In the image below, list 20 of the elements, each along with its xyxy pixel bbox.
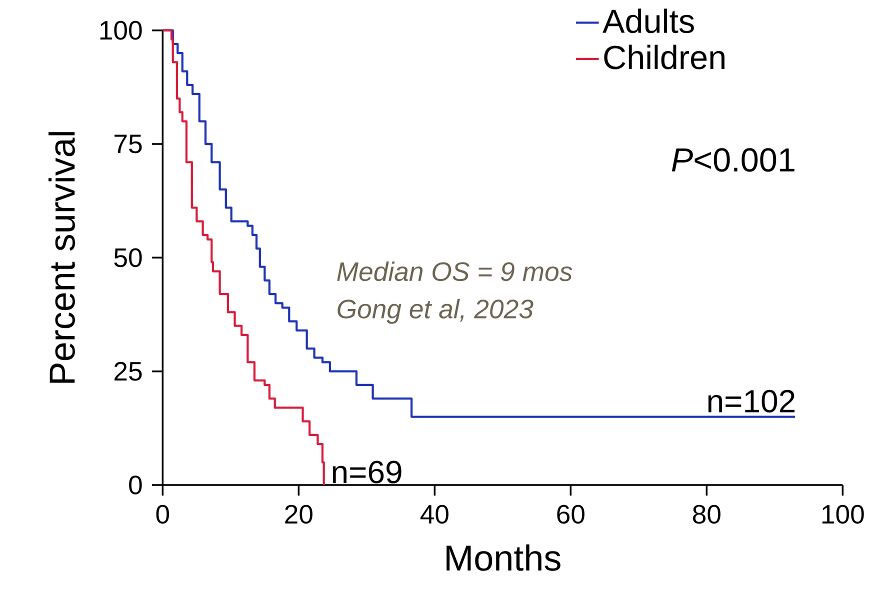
x-tick-label: 80: [692, 504, 720, 524]
annotation: Gong et al, 2023: [338, 298, 534, 324]
x-tick-label: 100: [822, 504, 864, 524]
x-tick-label: 60: [557, 504, 584, 524]
legend-label: Children: [604, 44, 724, 70]
annotation: n=69: [332, 460, 402, 484]
x-tick-label: 0: [156, 504, 170, 524]
y-tick-label: 25: [114, 362, 142, 381]
y-tick-label: 100: [100, 20, 142, 40]
legend-label: Adults: [602, 8, 694, 34]
x-tick-label: 20: [285, 504, 312, 524]
x-axis-title: Months: [446, 544, 560, 571]
annotation: P<0.001: [672, 148, 794, 172]
y-axis-title: Percent survival: [48, 132, 75, 383]
y-tick-label: 0: [129, 476, 142, 494]
x-tick-label: 40: [420, 504, 448, 524]
annotation: n=102: [708, 390, 795, 413]
annotation: Median OS = 9 mos: [337, 262, 572, 282]
y-tick-label: 50: [114, 248, 142, 268]
y-tick-label: 75: [114, 134, 142, 154]
